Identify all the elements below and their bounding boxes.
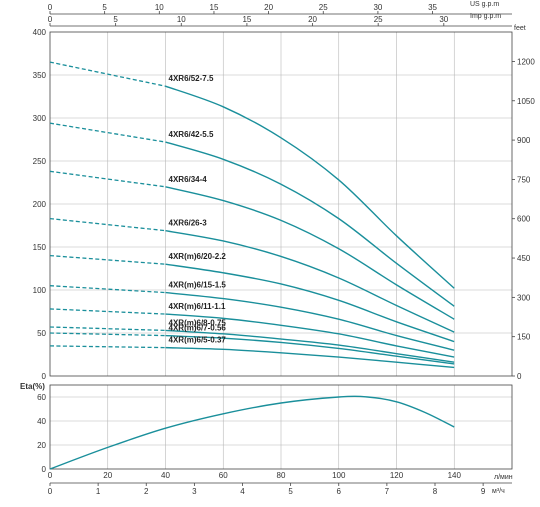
head-curve-solid [165, 141, 455, 307]
eta-plot-frame [49, 384, 513, 470]
eta-axis-label: Eta(%) [20, 382, 45, 391]
feet-tick-label: 1200 [517, 57, 535, 66]
us-gpm-tick-label: 5 [102, 3, 107, 12]
series-label: 4XR(m)6/5-0.37 [169, 336, 227, 345]
head-curve-dashed [49, 254, 166, 265]
m3h-tick-label: 0 [48, 487, 53, 496]
head-curve-dashed [49, 308, 166, 315]
eta-y-tick: 40 [37, 417, 46, 426]
head-y-tick: 150 [33, 243, 47, 252]
head-curve-dashed [49, 345, 166, 349]
imp-gpm-tick-label: 0 [48, 15, 53, 24]
series-label: 4XR6/52-7.5 [169, 74, 214, 83]
us-gpm-tick-label: 30 [373, 3, 382, 12]
head-curve-solid [165, 186, 455, 320]
lmin-tick-label: 120 [390, 471, 404, 480]
eta-y-tick: 0 [42, 465, 47, 474]
us-gpm-tick-label: 10 [155, 3, 164, 12]
eta-y-tick: 20 [37, 441, 46, 450]
m3h-tick-label: 8 [433, 487, 438, 496]
us-gpm-tick-label: 35 [428, 3, 437, 12]
top-us-gpm-label: US g.p.m [470, 1, 499, 8]
imp-gpm-tick-label: 5 [113, 15, 118, 24]
feet-tick-label: 600 [517, 215, 531, 224]
head-curve-dashed [49, 326, 166, 332]
head-y-tick: 200 [33, 200, 47, 209]
series-label: 4XR(m)6/15-1.5 [169, 281, 227, 290]
head-curve-solid [165, 229, 455, 333]
m3h-tick-label: 7 [385, 487, 390, 496]
lmin-tick-label: 0 [48, 471, 53, 480]
series-label: 4XR6/34-4 [169, 175, 208, 184]
eta-y-tick: 60 [37, 393, 46, 402]
series-labels-layer: 4XR6/52-7.5 4XR6/42-5.5 4XR6/34-4 4XR6/26-3… [169, 74, 227, 344]
series-label: 4XR6/42-5.5 [169, 130, 214, 139]
head-curve-dashed [49, 122, 166, 143]
head-curve-dashed [49, 332, 166, 337]
feet-tick-label: 1050 [517, 97, 535, 106]
lmin-tick-label: 60 [219, 471, 228, 480]
head-curve-dashed [49, 61, 166, 87]
lmin-tick-label: 80 [277, 471, 286, 480]
series-label: 4XR(m)6/20-2.2 [169, 252, 227, 261]
m3h-tick-label: 1 [96, 487, 101, 496]
efficiency-curve [49, 395, 455, 470]
feet-tick-label: 750 [517, 175, 531, 184]
head-curve-solid [165, 313, 455, 358]
feet-tick-label: 900 [517, 136, 531, 145]
imp-gpm-tick-label: 25 [374, 15, 383, 24]
imp-gpm-tick-label: 10 [177, 15, 186, 24]
head-curve-dashed [49, 285, 166, 294]
us-gpm-tick-label: 20 [264, 3, 273, 12]
m3h-tick-label: 5 [288, 487, 293, 496]
m3h-tick-label: 6 [337, 487, 342, 496]
head-curve-solid [165, 85, 455, 289]
head-curve-solid [165, 346, 455, 369]
curves-layer [49, 61, 455, 470]
head-curve-solid [165, 263, 455, 343]
head-y-tick: 400 [33, 28, 47, 37]
lmin-tick-label: 140 [448, 471, 462, 480]
series-label: 4XR6/26-3 [169, 219, 208, 228]
right-axis-unit: feet [514, 25, 526, 32]
m3h-unit-label: м³/ч [492, 488, 505, 495]
us-gpm-tick-label: 0 [48, 3, 53, 12]
feet-tick-label: 450 [517, 254, 531, 263]
head-y-tick: 0 [42, 372, 47, 381]
us-gpm-tick-label: 25 [319, 3, 328, 12]
m3h-tick-label: 4 [240, 487, 245, 496]
feet-tick-label: 150 [517, 333, 531, 342]
lmin-tick-label: 40 [161, 471, 170, 480]
imp-gpm-tick-label: 30 [439, 15, 448, 24]
top-imp-gpm-label: Imp g.p.m [470, 13, 501, 20]
series-label: 4XR(m)6/8-0.75 [169, 318, 227, 327]
head-curve-solid [165, 334, 455, 365]
head-y-tick: 350 [33, 71, 47, 80]
m3h-tick-label: 3 [192, 487, 197, 496]
imp-gpm-tick-label: 15 [242, 15, 251, 24]
m3h-tick-label: 2 [144, 487, 149, 496]
feet-tick-label: 300 [517, 293, 531, 302]
lmin-tick-label: 20 [103, 471, 112, 480]
feet-tick-label: 0 [517, 372, 522, 381]
m3h-tick-label: 9 [481, 487, 486, 496]
head-curve-dashed [49, 170, 166, 188]
lmin-tick-label: 100 [332, 471, 346, 480]
head-curve-dashed [49, 217, 166, 232]
head-curve-solid [165, 329, 455, 363]
tick-labels-layer: 0501001502002503003504000150300450600750… [33, 3, 536, 496]
head-y-tick: 250 [33, 157, 47, 166]
series-label: 4XR(m)6/7-0.56 [169, 324, 227, 333]
head-y-tick: 100 [33, 286, 47, 295]
lmin-unit-label: л/мин [494, 474, 513, 481]
series-label: 4XR(m)6/11-1.1 [169, 302, 226, 311]
head-plot-frame [49, 31, 513, 377]
imp-gpm-tick-label: 20 [308, 15, 317, 24]
head-y-tick: 300 [33, 114, 47, 123]
head-y-tick: 50 [37, 329, 46, 338]
head-curve-solid [165, 291, 455, 351]
us-gpm-tick-label: 15 [210, 3, 219, 12]
